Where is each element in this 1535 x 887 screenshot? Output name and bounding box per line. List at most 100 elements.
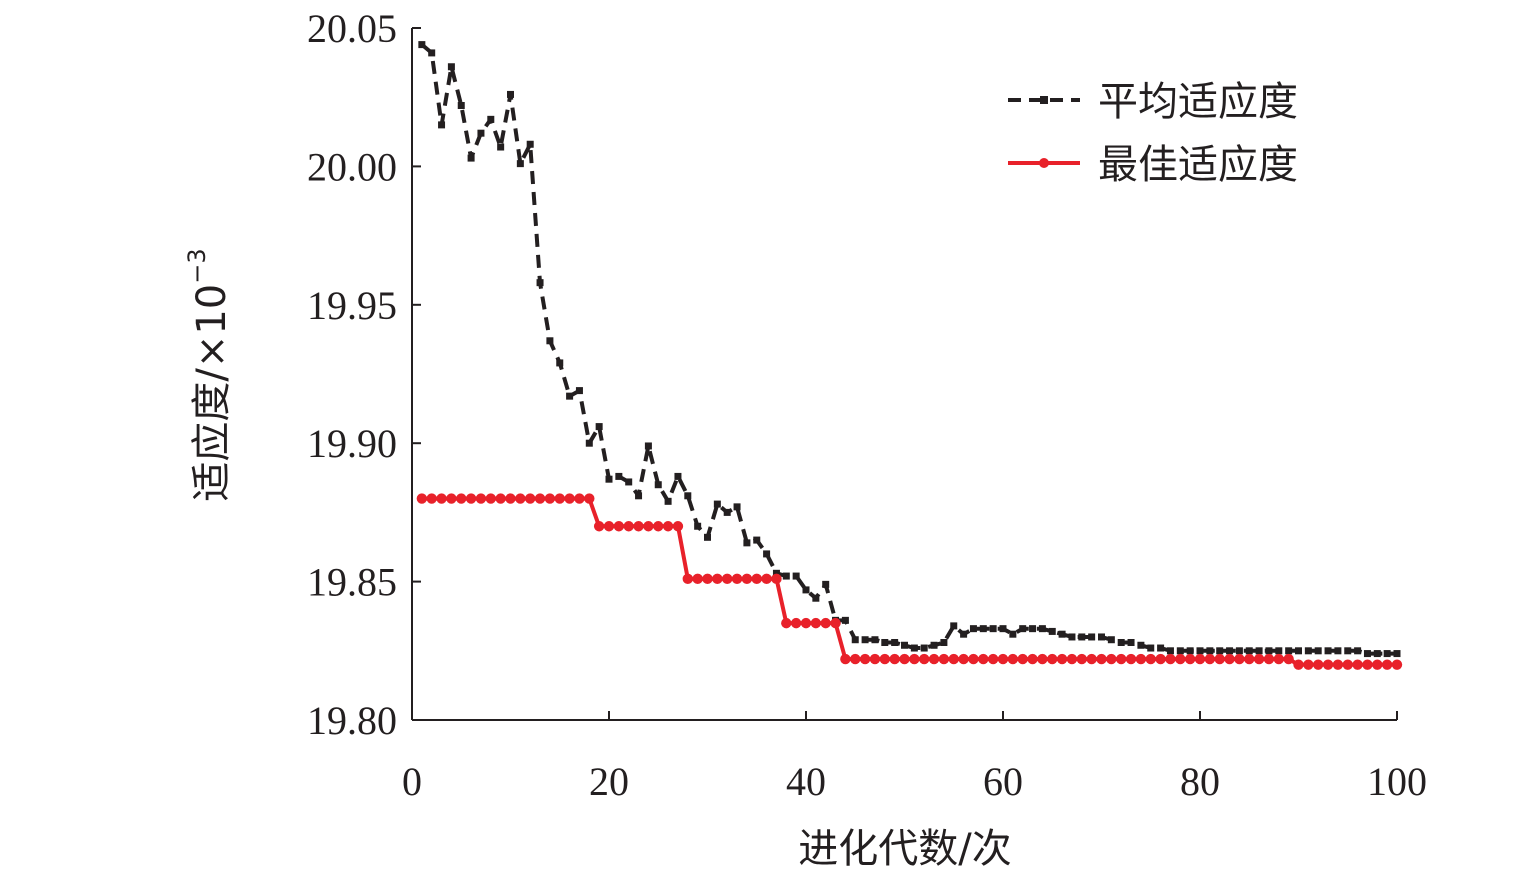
- y-axis-title-exponent: −3: [183, 248, 211, 283]
- best-point: [997, 653, 1009, 665]
- average-point: [575, 387, 583, 395]
- best-point: [1066, 653, 1078, 665]
- best-point: [869, 653, 881, 665]
- average-point: [1226, 647, 1234, 655]
- average-point: [1363, 650, 1371, 658]
- best-point: [495, 493, 506, 504]
- best-point: [1224, 653, 1235, 665]
- best-point: [436, 493, 447, 504]
- average-point: [428, 49, 436, 57]
- average-point: [497, 143, 505, 151]
- average-point: [704, 533, 711, 541]
- average-point: [772, 569, 780, 577]
- best-point: [899, 653, 910, 665]
- best-point: [1293, 659, 1304, 670]
- average-point: [635, 492, 643, 500]
- average-point: [723, 508, 731, 516]
- average-point: [1344, 647, 1352, 655]
- best-point: [751, 573, 762, 585]
- average-point: [615, 472, 623, 480]
- average-point: [585, 439, 593, 447]
- best-point: [613, 521, 625, 532]
- best-point: [465, 493, 477, 504]
- best-point: [879, 653, 890, 665]
- average-point: [1216, 647, 1224, 655]
- average-point: [1176, 647, 1184, 655]
- series-layer: [416, 41, 1403, 670]
- legend-average-marker: [1040, 96, 1048, 104]
- average-point: [566, 392, 574, 400]
- x-tick-label: 0: [402, 759, 422, 804]
- average-point: [447, 63, 455, 71]
- average-point: [1324, 647, 1332, 655]
- best-point: [800, 617, 812, 629]
- average-point: [940, 638, 948, 646]
- best-point: [653, 521, 664, 532]
- x-tick-label: 100: [1367, 759, 1427, 804]
- best-point: [584, 493, 595, 504]
- best-point: [525, 493, 536, 504]
- svg-text:适应度/×10−3: 适应度/×10−3: [183, 248, 235, 501]
- average-point: [1107, 636, 1115, 644]
- best-point: [426, 493, 437, 504]
- best-point: [830, 617, 841, 629]
- average-point: [1078, 633, 1086, 641]
- average-point: [1265, 647, 1273, 655]
- average-point: [1098, 633, 1105, 641]
- average-point: [546, 337, 554, 345]
- average-point: [1088, 633, 1096, 641]
- average-point: [556, 359, 564, 367]
- best-point: [731, 573, 743, 585]
- y-tick-label: 19.85: [307, 560, 397, 605]
- best-point: [1116, 653, 1127, 665]
- average-point: [910, 644, 918, 652]
- average-point: [477, 129, 485, 137]
- average-point: [812, 594, 820, 602]
- best-point: [534, 493, 546, 504]
- best-point: [1086, 653, 1097, 665]
- best-point: [692, 573, 703, 585]
- best-point: [485, 493, 496, 504]
- best-point: [1037, 653, 1048, 665]
- average-point: [1304, 647, 1312, 655]
- average-point: [1383, 650, 1391, 658]
- best-point: [1253, 653, 1265, 665]
- average-point: [605, 475, 613, 483]
- best-point: [643, 521, 654, 532]
- best-point: [1234, 653, 1245, 665]
- average-point: [733, 503, 741, 511]
- average-point: [802, 586, 810, 594]
- tick-layer: 0 20 40 60 80 100 19.80 19.85 19.90 19.95 20.00 20.…: [307, 6, 1427, 804]
- best-point: [1303, 659, 1314, 670]
- best-point: [1165, 653, 1176, 665]
- best-point: [781, 617, 792, 629]
- best-point: [505, 493, 516, 504]
- best-point: [603, 521, 615, 532]
- average-point: [782, 572, 790, 580]
- y-tick-label: 19.80: [307, 698, 397, 743]
- best-point: [928, 653, 940, 665]
- best-point: [889, 653, 900, 665]
- average-point: [1285, 647, 1293, 655]
- best-point: [1135, 653, 1147, 665]
- best-point: [919, 653, 930, 665]
- best-point: [623, 521, 634, 532]
- average-point: [536, 279, 544, 287]
- best-point: [564, 493, 575, 504]
- average-point: [654, 481, 662, 489]
- average-point: [1068, 633, 1076, 641]
- x-tick-label: 60: [983, 759, 1023, 804]
- legend-average-label: 平均适应度: [1098, 79, 1298, 125]
- average-point: [516, 160, 524, 168]
- average-point: [950, 622, 958, 630]
- average-point: [871, 636, 879, 644]
- best-point: [1017, 653, 1028, 665]
- best-point: [1322, 659, 1334, 670]
- y-tick-label: 20.00: [307, 144, 397, 189]
- average-point: [1157, 644, 1165, 652]
- average-point: [1196, 647, 1204, 655]
- average-point: [1117, 638, 1125, 646]
- average-point: [674, 472, 682, 480]
- legend-best-marker: [1039, 158, 1049, 168]
